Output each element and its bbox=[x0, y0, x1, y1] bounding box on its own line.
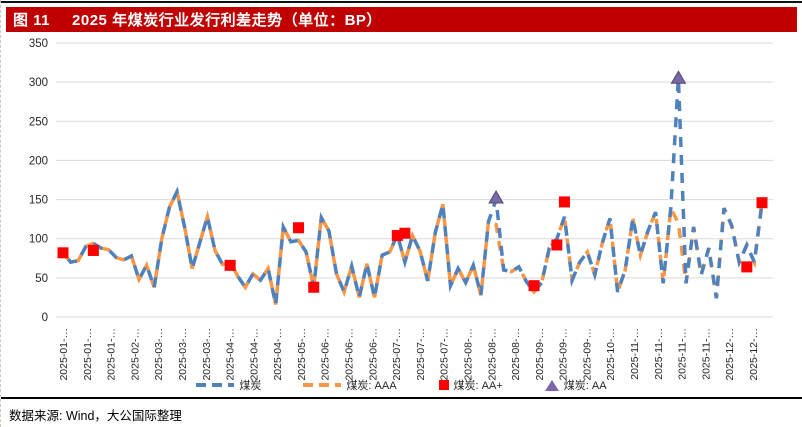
aa-plus-marker bbox=[391, 230, 403, 242]
x-tick-label: 2025-04-… bbox=[272, 328, 284, 381]
series-line-煤炭 bbox=[61, 78, 764, 305]
aa-plus-marker bbox=[551, 239, 563, 251]
x-tick-label: 2025-06-… bbox=[367, 328, 379, 381]
aa-marker bbox=[670, 70, 687, 84]
x-tick-label: 2025-08-… bbox=[462, 328, 474, 381]
y-tick-label: 50 bbox=[35, 273, 48, 285]
figure-title-bar: 图 11 2025 年煤炭行业发行利差走势（单位：BP） bbox=[6, 7, 797, 32]
x-tick-label: 2025-11-… bbox=[653, 328, 665, 380]
x-tick-label: 2025-07-… bbox=[415, 328, 427, 381]
aa-plus-marker bbox=[558, 196, 570, 208]
data-source-text: 数据来源: Wind，大公国际整理 bbox=[9, 409, 182, 423]
x-tick-label: 2025-09-… bbox=[534, 328, 546, 381]
x-tick-label: 2025-09-… bbox=[581, 328, 593, 381]
source-row: 数据来源: Wind，大公国际整理 bbox=[1, 397, 802, 427]
chart-canvas: 0 50 100 150 200 250 300 350 2025-01-… 2025-01-… 2… bbox=[29, 38, 773, 381]
y-tick-label: 300 bbox=[29, 77, 48, 89]
aa-plus-marker bbox=[57, 247, 69, 259]
y-tick-label: 200 bbox=[29, 155, 48, 167]
x-tick-label: 2025-06-… bbox=[320, 328, 332, 381]
x-tick-label: 2025-08-… bbox=[510, 328, 522, 381]
x-tick-label: 2025-12-… bbox=[724, 328, 736, 381]
aa-plus-marker bbox=[224, 259, 236, 271]
x-tick-label: 2025-07-… bbox=[391, 328, 403, 381]
x-tick-label: 2025-01-… bbox=[82, 328, 94, 381]
figure-number-label: 图 11 bbox=[13, 12, 51, 29]
aa-plus-marker bbox=[741, 261, 753, 273]
top-border-line bbox=[1, 1, 802, 3]
aa-plus-marker bbox=[87, 244, 99, 256]
series-line-煤炭: AAA bbox=[61, 186, 764, 305]
y-tick-label: 250 bbox=[29, 116, 48, 128]
y-tick-label: 100 bbox=[29, 234, 48, 246]
x-tick-label: 2025-04-… bbox=[248, 328, 260, 381]
y-tick-label: 150 bbox=[29, 195, 48, 207]
aa-plus-marker bbox=[756, 197, 768, 209]
aa-plus-marker bbox=[308, 281, 320, 293]
x-tick-label: 2025-03-… bbox=[177, 328, 189, 381]
x-tick-label: 2025-02-… bbox=[129, 328, 141, 381]
x-tick-label: 2025-11-… bbox=[677, 328, 689, 380]
x-tick-label: 2025-01-… bbox=[106, 328, 118, 381]
x-tick-label: 2025-06-… bbox=[344, 328, 356, 381]
figure-title: 2025 年煤炭行业发行利差走势（单位：BP） bbox=[72, 12, 382, 29]
x-tick-label: 2025-11-… bbox=[700, 328, 712, 380]
x-tick-label: 2025-07-… bbox=[439, 328, 451, 381]
aa-plus-marker bbox=[399, 227, 411, 239]
x-tick-label: 2025-05-… bbox=[296, 328, 308, 381]
aa-plus-marker bbox=[528, 280, 540, 292]
x-tick-label: 2025-01-… bbox=[58, 328, 70, 381]
y-tick-label: 0 bbox=[42, 312, 48, 324]
x-tick-label: 2025-03-… bbox=[201, 328, 213, 381]
x-tick-label: 2025-10-… bbox=[605, 328, 617, 381]
aa-marker bbox=[488, 190, 504, 204]
x-tick-label: 2025-04-… bbox=[225, 328, 237, 381]
aa-plus-marker bbox=[293, 222, 305, 234]
line-chart: 0 50 100 150 200 250 300 350 2025-01-… 2025-01-… 2… bbox=[1, 30, 802, 397]
x-tick-label: 2025-08-… bbox=[486, 328, 498, 381]
x-tick-label: 2025-12-… bbox=[748, 328, 760, 381]
x-tick-label: 2025-09-… bbox=[558, 328, 570, 381]
y-tick-label: 350 bbox=[29, 38, 48, 50]
x-tick-label: 2025-11-… bbox=[629, 328, 641, 380]
x-tick-label: 2025-03-… bbox=[153, 328, 165, 381]
